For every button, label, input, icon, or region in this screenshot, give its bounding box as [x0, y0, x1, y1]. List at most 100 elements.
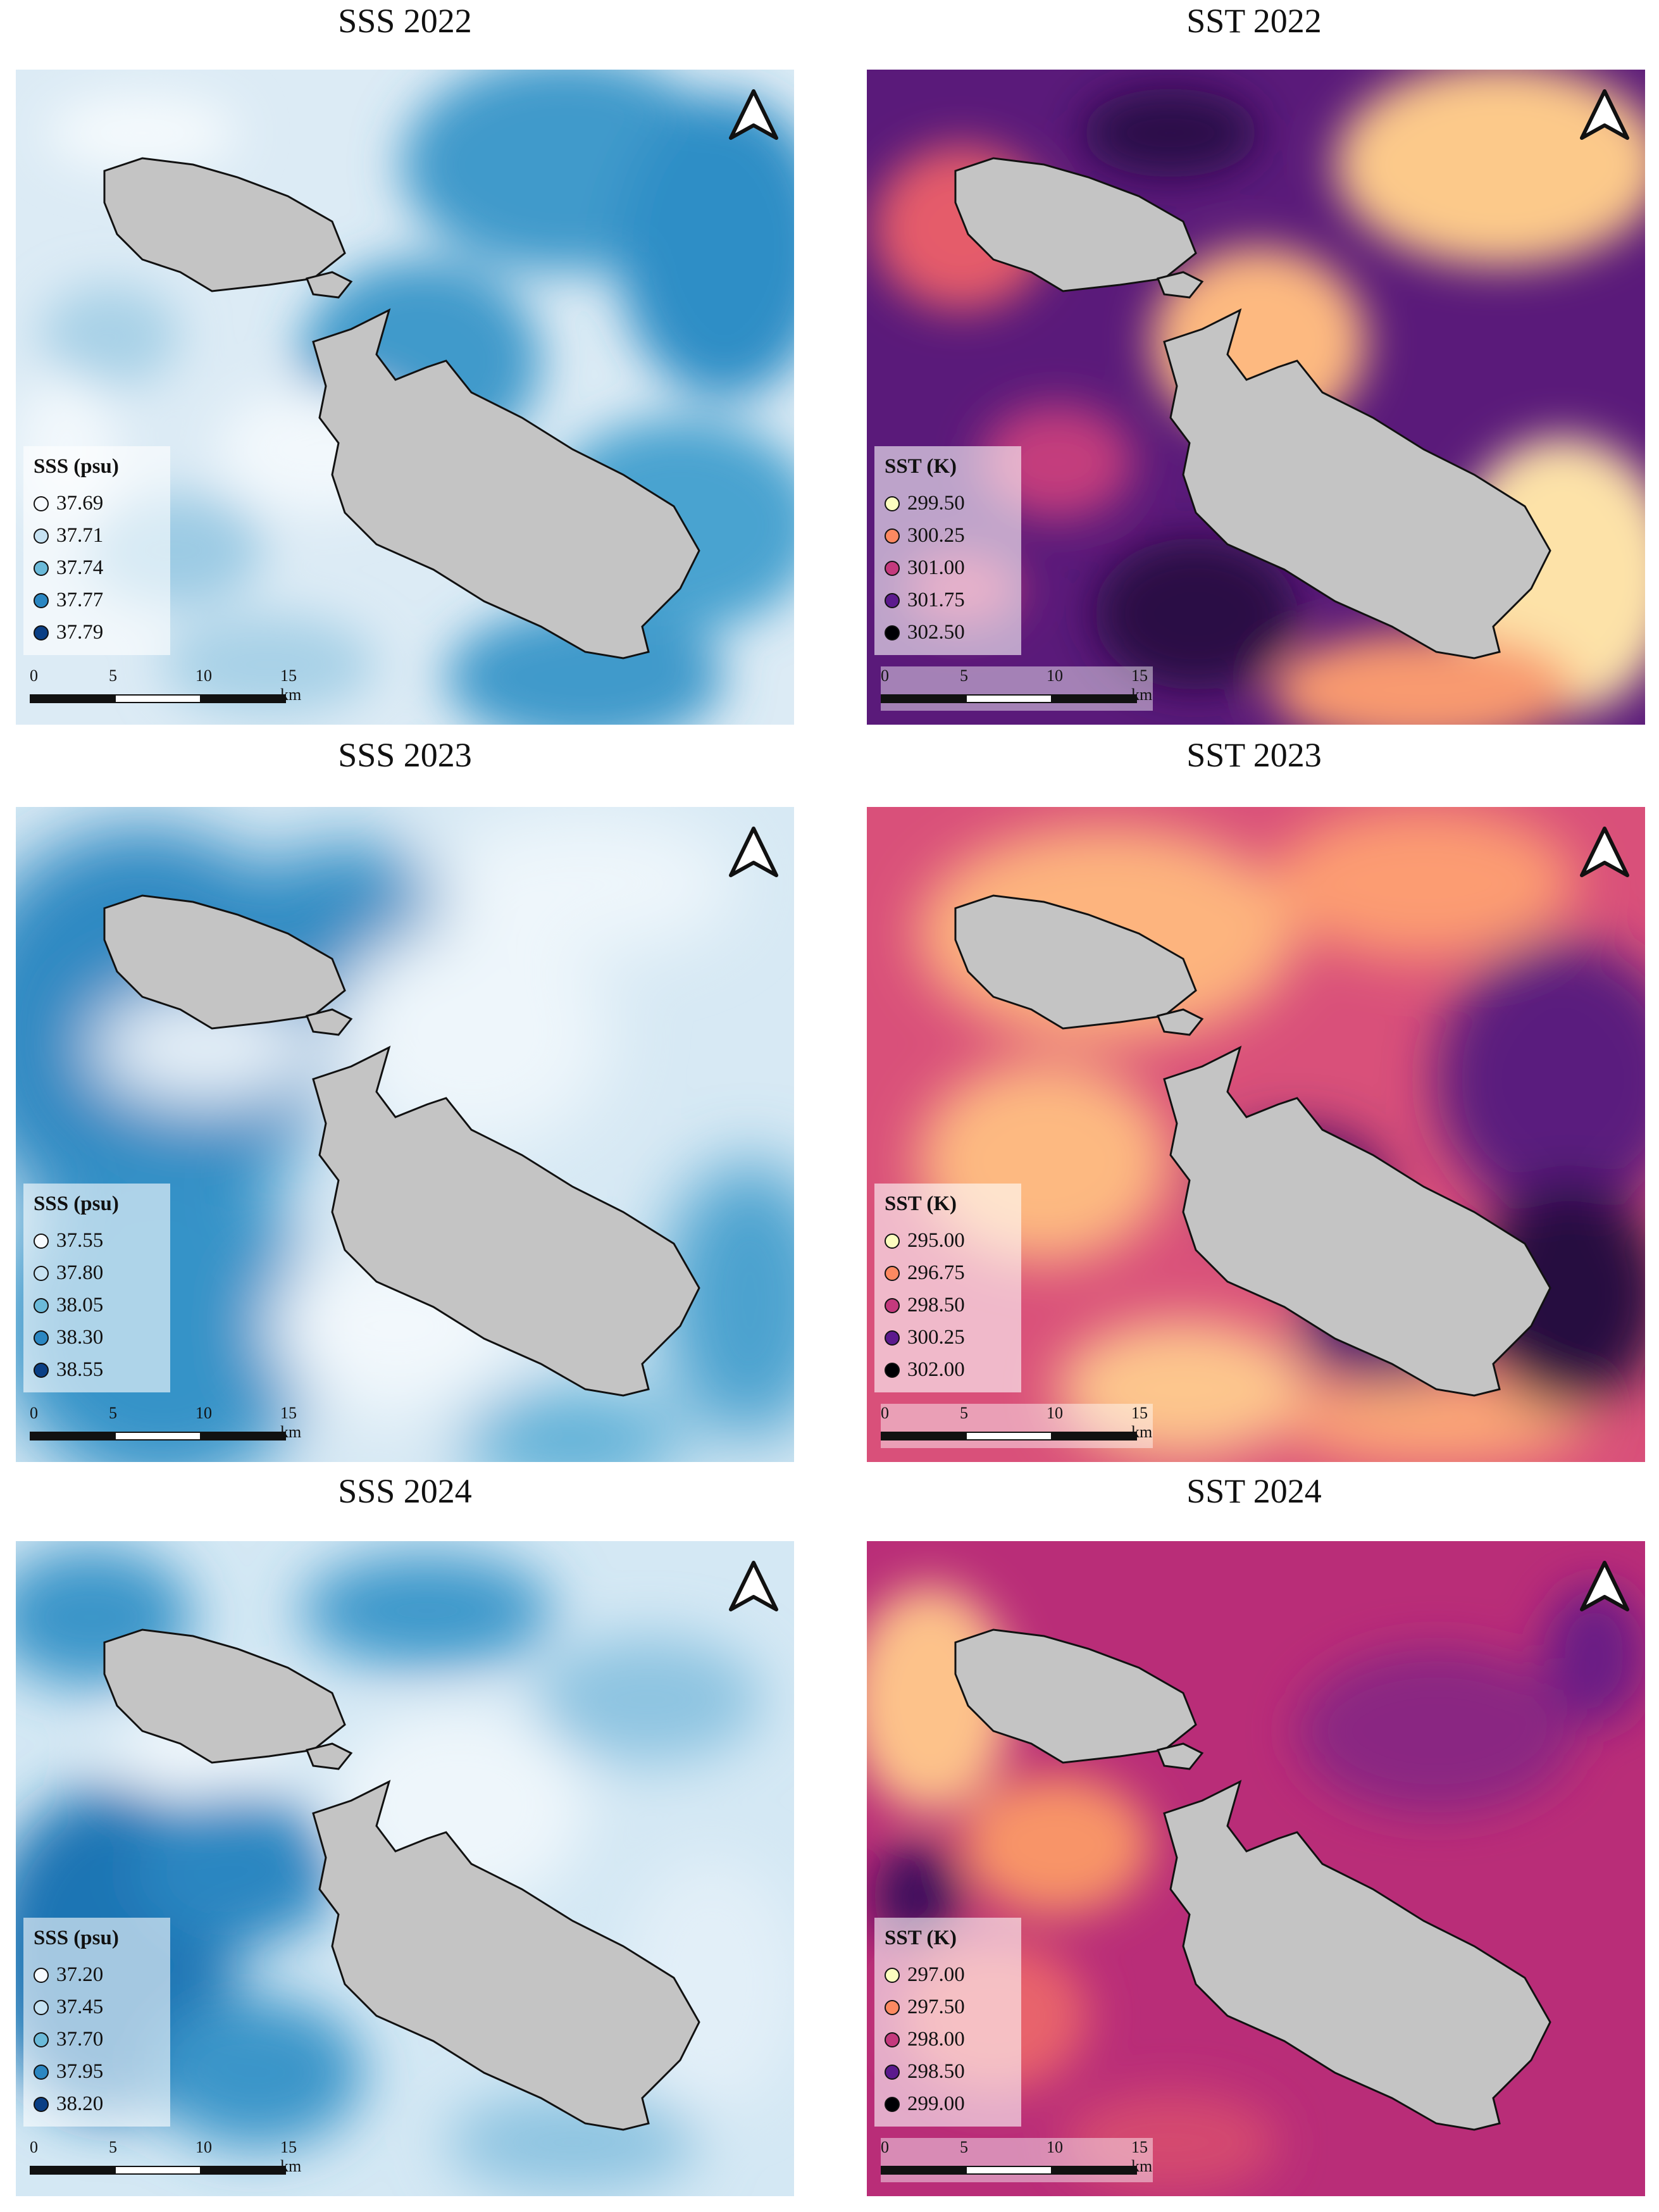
comino-island: [305, 1742, 353, 1770]
legend-swatch: [885, 1233, 900, 1249]
legend-swatch: [34, 1297, 49, 1313]
legend: SST (K) 299.50 300.25 301.00 301.75 302.…: [874, 446, 1021, 655]
legend-label: 298.50: [907, 1294, 965, 1316]
legend: SST (K) 297.00 297.50 298.00 298.50 299.…: [874, 1918, 1021, 2127]
scale-bar: 0 5 10 15 km: [30, 666, 302, 711]
north-arrow-icon: [729, 827, 778, 877]
scale-bar: 0 5 10 15 km: [30, 2138, 302, 2182]
scale-label: 0: [881, 666, 889, 685]
legend: SSS (psu) 37.69 37.71 37.74 37.77 37.79: [23, 446, 170, 655]
comino-island: [305, 271, 353, 299]
legend-item: 38.20: [34, 2088, 160, 2120]
scale-label: 10: [1047, 1404, 1063, 1422]
legend-item: 37.71: [34, 520, 160, 552]
legend-title: SSS (psu): [34, 1927, 119, 1949]
legend-label: 38.20: [56, 2092, 104, 2115]
panel-title-sss-2024: SSS 2024: [338, 1472, 472, 1510]
legend-label: 300.25: [907, 524, 965, 547]
map-sst-2024[interactable]: SST (K) 297.00 297.50 298.00 298.50 299.…: [867, 1541, 1645, 2196]
scale-labels: 0 5 10 15 km: [881, 1404, 1153, 1441]
legend-swatch: [885, 2096, 900, 2112]
north-arrow-icon: [1580, 827, 1629, 877]
legend-label: 301.00: [907, 556, 965, 579]
malta-island: [1163, 1046, 1551, 1397]
legend-label: 37.74: [56, 556, 104, 579]
legend-item: 37.69: [34, 487, 160, 520]
legend-label: 296.75: [907, 1261, 965, 1284]
map-sss-2023[interactable]: SSS (psu) 37.55 37.80 38.05 38.30 38.55 …: [16, 807, 794, 1462]
legend-swatch: [885, 496, 900, 511]
panel-title-sst-2023: SST 2023: [1186, 736, 1322, 774]
legend-label: 37.69: [56, 492, 104, 515]
legend-item: 38.55: [34, 1354, 160, 1386]
legend-swatch: [34, 1999, 49, 2015]
legend-item: 37.95: [34, 2056, 160, 2088]
legend-label: 298.50: [907, 2060, 965, 2083]
legend-swatch: [34, 1265, 49, 1281]
legend-item: 298.50: [885, 2056, 1011, 2088]
scale-track: [881, 1432, 1137, 1440]
legend-swatch: [885, 1297, 900, 1313]
legend-label: 37.70: [56, 2028, 104, 2051]
legend-label: 37.77: [56, 589, 104, 611]
legend-item: 302.00: [885, 1354, 1011, 1386]
legend-swatch: [34, 1967, 49, 1983]
malta-island: [312, 308, 700, 659]
legend: SSS (psu) 37.55 37.80 38.05 38.30 38.55: [23, 1184, 170, 1392]
scale-labels: 0 5 10 15 km: [881, 666, 1153, 704]
legend-item: 37.45: [34, 1991, 160, 2023]
legend-item: 301.00: [885, 552, 1011, 584]
scale-bar: 0 5 10 15 km: [881, 2138, 1153, 2182]
scale-label: 10: [196, 2138, 212, 2156]
legend-swatch: [885, 1265, 900, 1281]
scale-track: [30, 1432, 286, 1440]
panel-title-sst-2022: SST 2022: [1186, 2, 1322, 40]
legend-label: 37.45: [56, 1996, 104, 2018]
legend-item: 295.00: [885, 1225, 1011, 1257]
legend-swatch: [34, 2096, 49, 2112]
scale-bar: 0 5 10 15 km: [881, 1404, 1153, 1448]
panel-title-sss-2023: SSS 2023: [338, 736, 472, 774]
legend-item: 37.74: [34, 552, 160, 584]
north-arrow-icon: [729, 1561, 778, 1611]
scale-labels: 0 5 10 15 km: [881, 2138, 1153, 2175]
legend-item: 302.50: [885, 616, 1011, 649]
scale-label: 0: [30, 1404, 38, 1422]
scale-label: 5: [109, 2138, 117, 2156]
scale-labels: 0 5 10 15 km: [30, 2138, 302, 2175]
scale-label: 10: [196, 666, 212, 685]
map-sss-2024[interactable]: SSS (psu) 37.20 37.45 37.70 37.95 38.20 …: [16, 1541, 794, 2196]
legend-title: SSS (psu): [34, 455, 119, 478]
legend-item: 301.75: [885, 584, 1011, 616]
legend-item: 37.80: [34, 1257, 160, 1289]
malta-island: [312, 1046, 700, 1397]
map-sst-2022[interactable]: SST (K) 299.50 300.25 301.00 301.75 302.…: [867, 70, 1645, 725]
legend-item: 296.75: [885, 1257, 1011, 1289]
panel-title-sss-2022: SSS 2022: [338, 2, 472, 40]
legend-item: 300.25: [885, 1322, 1011, 1354]
north-arrow-icon: [1580, 89, 1629, 140]
legend-label: 37.55: [56, 1229, 104, 1252]
legend-item: 38.30: [34, 1322, 160, 1354]
map-canvas: [867, 807, 1645, 1462]
legend-swatch: [885, 1330, 900, 1346]
legend-item: 300.25: [885, 520, 1011, 552]
legend-title: SST (K): [885, 455, 957, 478]
map-sss-2022[interactable]: SSS (psu) 37.69 37.71 37.74 37.77 37.79 …: [16, 70, 794, 725]
legend-swatch: [34, 625, 49, 640]
malta-island: [1163, 308, 1551, 659]
scale-labels: 0 5 10 15 km: [30, 1404, 302, 1441]
legend-title: SSS (psu): [34, 1192, 119, 1215]
legend-label: 299.00: [907, 2092, 965, 2115]
legend-swatch: [34, 592, 49, 608]
malta-island: [312, 1780, 700, 2131]
legend-item: 298.00: [885, 2023, 1011, 2056]
legend-item: 37.77: [34, 584, 160, 616]
legend-title: SST (K): [885, 1927, 957, 1949]
scale-label: 5: [109, 666, 117, 685]
legend: SST (K) 295.00 296.75 298.50 300.25 302.…: [874, 1184, 1021, 1392]
scale-track: [881, 694, 1137, 703]
legend-item: 299.00: [885, 2088, 1011, 2120]
map-sst-2023[interactable]: SST (K) 295.00 296.75 298.50 300.25 302.…: [867, 807, 1645, 1462]
islands: [103, 894, 700, 1397]
